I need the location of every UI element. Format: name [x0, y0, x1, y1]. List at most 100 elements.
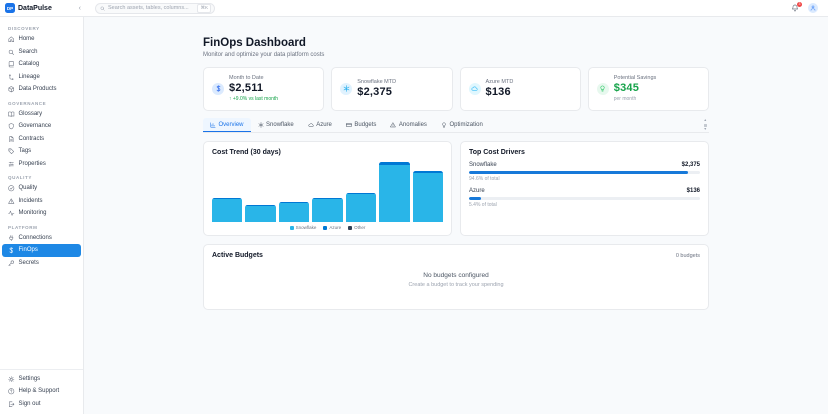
- sidebar-item-lineage[interactable]: Lineage: [2, 71, 81, 84]
- budgets-count: 0 budgets: [675, 252, 700, 259]
- budgets-empty-title: No budgets configured: [423, 272, 489, 279]
- budgets-empty-state: No budgets configured Create a budget to…: [212, 272, 700, 288]
- kpi-value: $2,375: [357, 86, 393, 98]
- tab-label: Snowflake: [266, 121, 294, 128]
- cost-driver-percent: 94.6% of total: [469, 176, 500, 182]
- sidebar-item-settings[interactable]: Settings: [2, 373, 81, 386]
- key-icon: [8, 260, 14, 266]
- bar-segment-azure: [412, 170, 443, 174]
- book-icon: [8, 111, 15, 117]
- cost-driver-name: Azure: [469, 188, 485, 194]
- tab-overview[interactable]: Overview: [203, 117, 251, 132]
- snowflake-icon: [258, 121, 263, 128]
- sidebar-item-connections[interactable]: Connections: [2, 232, 81, 245]
- kpi-body: Snowflake MTD $2,375: [357, 79, 396, 98]
- sidebar-item-sign-out[interactable]: Sign out: [2, 398, 81, 411]
- sidebar-item-home[interactable]: Home: [2, 33, 81, 46]
- sidebar-item-label: Sign out: [18, 400, 41, 407]
- budgets-title: Active Budgets: [212, 252, 263, 259]
- cost-driver-name: Snowflake: [469, 162, 497, 168]
- legend-item-other: Other: [348, 225, 365, 230]
- kpi-value: $345: [613, 82, 640, 95]
- kpi-card-potential-savings: Potential Savings $345 per month: [587, 66, 709, 111]
- sidebar-item-search[interactable]: Search: [2, 46, 81, 59]
- scrollbar-thumb[interactable]: [703, 123, 707, 127]
- legend-swatch: [289, 225, 294, 230]
- sidebar-item-label: Properties: [18, 160, 46, 167]
- bar-segment-azure: [312, 197, 343, 200]
- sidebar-section-label-quality: QUALITY: [8, 175, 32, 180]
- sidebar-item-label: Glossary: [18, 110, 43, 117]
- alert-icon: [390, 122, 397, 127]
- bar-segment-azure: [345, 192, 377, 195]
- help-icon: [8, 388, 15, 395]
- kpi-label: Potential Savings: [613, 75, 657, 82]
- sidebar-item-label: Quality: [18, 185, 38, 192]
- sidebar-item-label: Home: [18, 36, 35, 43]
- kpi-card-azure-mtd: Azure MTD $136: [459, 66, 581, 111]
- sidebar-item-governance[interactable]: Governance: [2, 120, 81, 133]
- kpi-body: Azure MTD $136: [486, 79, 514, 98]
- chart-bar-3: [278, 202, 310, 222]
- sidebar-item-glossary[interactable]: Glossary: [2, 108, 81, 121]
- sidebar-item-monitoring[interactable]: Monitoring: [2, 207, 81, 220]
- kpi-body: Month to Date $2,511 ↑ +9.0% vs last month: [229, 75, 278, 102]
- bar-segment-snowflake: [278, 203, 310, 222]
- kpi-label: Azure MTD: [485, 79, 514, 85]
- app-body: DISCOVERY Home Search Catalog Lineage Data Pr…: [0, 17, 828, 414]
- tabs-scrollbar[interactable]: ▲ ▼: [702, 118, 709, 132]
- sidebar-item-label: Connections: [18, 234, 52, 241]
- chart-bar-1: [212, 197, 243, 222]
- file-icon: [9, 135, 14, 142]
- sidebar-item-catalog[interactable]: Catalog: [2, 58, 81, 71]
- scroll-down-icon[interactable]: ▼: [703, 126, 707, 131]
- home-icon: [8, 36, 14, 42]
- kpi-label: Month to Date: [229, 75, 264, 82]
- sidebar-item-label: FinOps: [18, 247, 38, 254]
- sidebar-item-tags[interactable]: Tags: [2, 145, 81, 158]
- cost-driver-fill: [469, 170, 688, 174]
- tab-azure[interactable]: Azure: [301, 118, 339, 133]
- tab-snowflake[interactable]: Snowflake: [251, 118, 301, 133]
- kpi-icon-wrap: [212, 82, 224, 95]
- tabs-bar: Overview Snowflake Azure Budgets Anomalies Op…: [203, 117, 709, 133]
- box-icon: [8, 86, 14, 93]
- cost-driver-snowflake: Snowflake $2,375 94.6% of total: [469, 162, 700, 182]
- gear-icon: [8, 375, 15, 382]
- sidebar-item-incidents[interactable]: Incidents: [2, 195, 81, 208]
- alert-icon: [8, 198, 15, 204]
- bar-segment-azure: [212, 197, 243, 200]
- global-search[interactable]: ⌘K: [95, 2, 215, 14]
- sidebar-item-contracts[interactable]: Contracts: [2, 133, 81, 146]
- cost-drivers-list: Snowflake $2,375 94.6% of total Azure $136 5.…: [469, 162, 700, 208]
- cloud-icon: [308, 122, 314, 127]
- notifications-button[interactable]: 3: [791, 1, 802, 12]
- card-icon: [346, 122, 352, 127]
- sidebar-collapse-icon[interactable]: ‹: [78, 4, 81, 12]
- legend-label: Snowflake: [295, 225, 317, 230]
- tab-label: Optimization: [449, 121, 483, 128]
- legend-item-snowflake: Snowflake: [289, 225, 317, 230]
- tab-optimization[interactable]: Optimization: [434, 118, 490, 133]
- sidebar-item-finops[interactable]: FinOps: [2, 244, 81, 257]
- tab-budgets[interactable]: Budgets: [339, 118, 384, 133]
- logout-icon: [9, 401, 15, 407]
- cloud-icon: [471, 86, 478, 91]
- scroll-up-icon[interactable]: ▲: [703, 118, 707, 122]
- sidebar-item-data-products[interactable]: Data Products: [2, 83, 81, 96]
- tabs: Overview Snowflake Azure Budgets Anomalies Op…: [203, 117, 490, 133]
- search-input[interactable]: [108, 5, 195, 11]
- sidebar-item-quality[interactable]: Quality: [2, 182, 81, 195]
- active-budgets-card: Active Budgets 0 budgets No budgets conf…: [203, 244, 709, 310]
- sidebar-item-label: Catalog: [18, 61, 40, 68]
- sidebar-item-help-support[interactable]: Help & Support: [2, 385, 81, 398]
- sidebar-item-secrets[interactable]: Secrets: [2, 257, 81, 270]
- tab-anomalies[interactable]: Anomalies: [383, 118, 434, 133]
- bar-segment-azure: [379, 162, 410, 166]
- user-avatar[interactable]: [808, 3, 818, 13]
- kpi-sub-label: per month: [613, 95, 637, 102]
- charts-row: Cost Trend (30 days) Snowflake Azure Other…: [203, 141, 709, 236]
- sidebar-item-label: Help & Support: [18, 388, 60, 395]
- sidebar-item-properties[interactable]: Properties: [2, 158, 81, 171]
